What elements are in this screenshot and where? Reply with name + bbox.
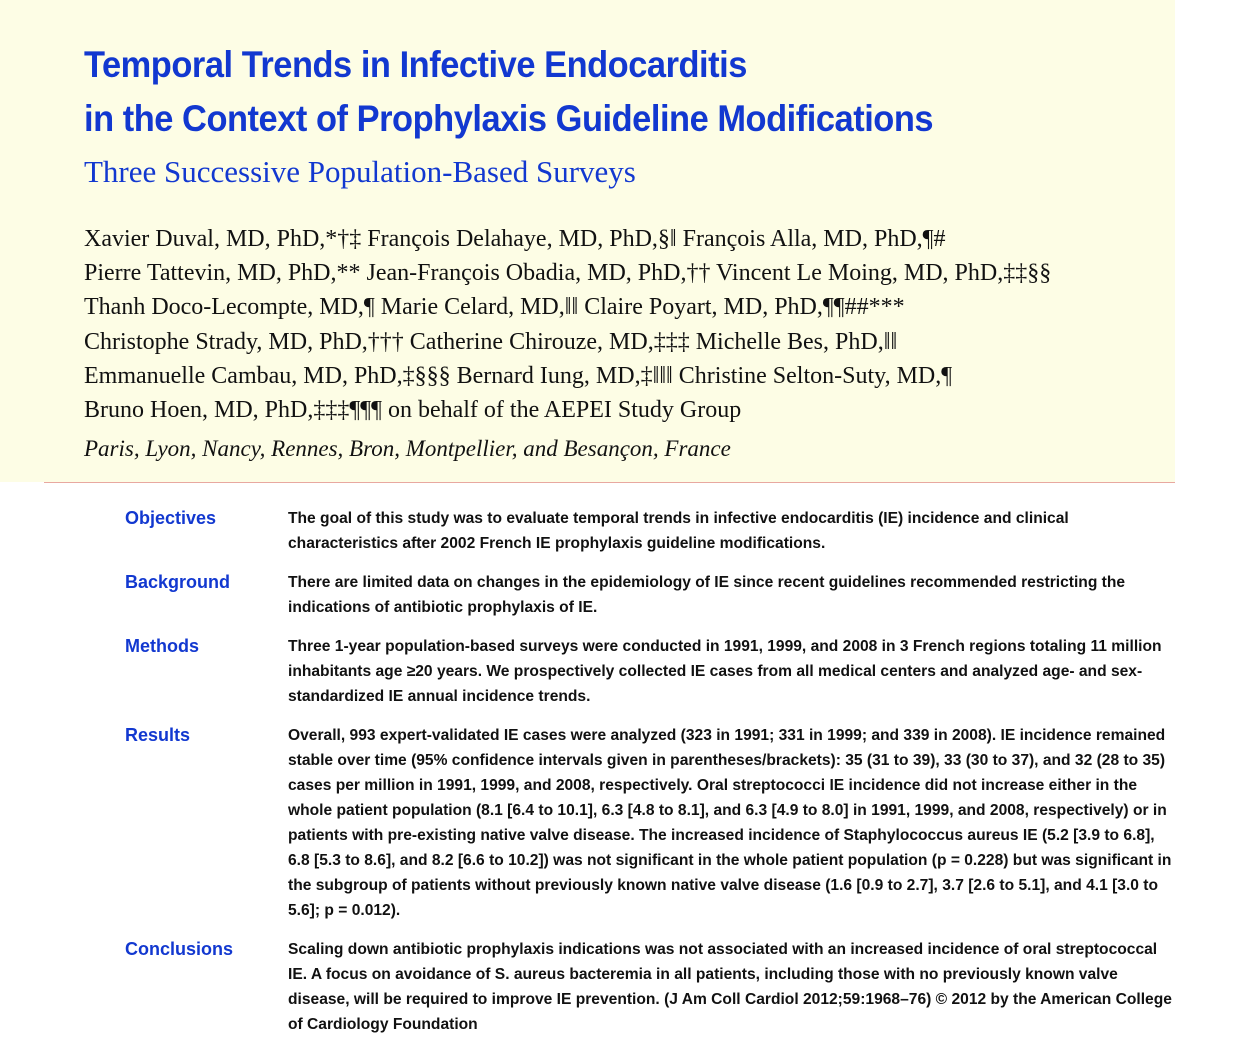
author-line: Christophe Strady, MD, PhD,††† Catherine… [84,328,898,355]
section-text: The goal of this study was to evaluate t… [288,510,1069,552]
author-line: Bruno Hoen, MD, PhD,‡‡‡¶¶¶ on behalf of … [84,397,742,424]
affiliation: Paris, Lyon, Nancy, Rennes, Bron, Montpe… [84,436,731,461]
title-line: Temporal Trends in Infective Endocarditi… [84,44,747,85]
abstract-conclusions: Conclusions Scaling down antibiotic prop… [0,937,1242,1037]
section-label: Objectives [125,508,217,528]
abstract-methods: Methods Three 1-year population-based su… [0,634,1242,709]
abstract-objectives: Objectives The goal of this study was to… [0,506,1242,556]
author-line: Xavier Duval, MD, PhD,*†‡ François Delah… [84,226,946,252]
section-text: Three 1-year population-based surveys we… [288,638,1162,705]
author-line: Emmanuelle Cambau, MD, PhD,‡§§§ Bernard … [84,362,953,389]
author-line: Thanh Doco-Lecompte, MD,¶ Marie Celard, … [84,294,905,321]
section-text: There are limited data on changes in the… [288,574,1126,616]
section-label: Background [125,572,231,592]
section-label: Conclusions [125,939,234,959]
abstract-background: Background There are limited data on cha… [0,570,1242,620]
article-subtitle: Three Successive Population-Based Survey… [84,154,636,189]
divider [44,482,1175,483]
title-block: Temporal Trends in Infective Endocarditi… [0,0,1175,482]
abstract-results: Results Overall, 993 expert-validated IE… [0,723,1242,923]
article-title: Temporal Trends in Infective Endocarditi… [84,38,934,146]
title-line: in the Context of Prophylaxis Guideline … [84,98,934,139]
section-label: Methods [125,636,199,656]
section-text: Overall, 993 expert-validated IE cases w… [288,727,1172,919]
author-line: Pierre Tattevin, MD, PhD,** Jean-Françoi… [84,260,1052,287]
section-label: Results [125,725,191,745]
abstract: Objectives The goal of this study was to… [0,506,1242,1051]
author-list: Xavier Duval, MD, PhD,*†‡ François Delah… [84,222,1051,427]
section-text: Scaling down antibiotic prophylaxis indi… [288,941,1172,1033]
